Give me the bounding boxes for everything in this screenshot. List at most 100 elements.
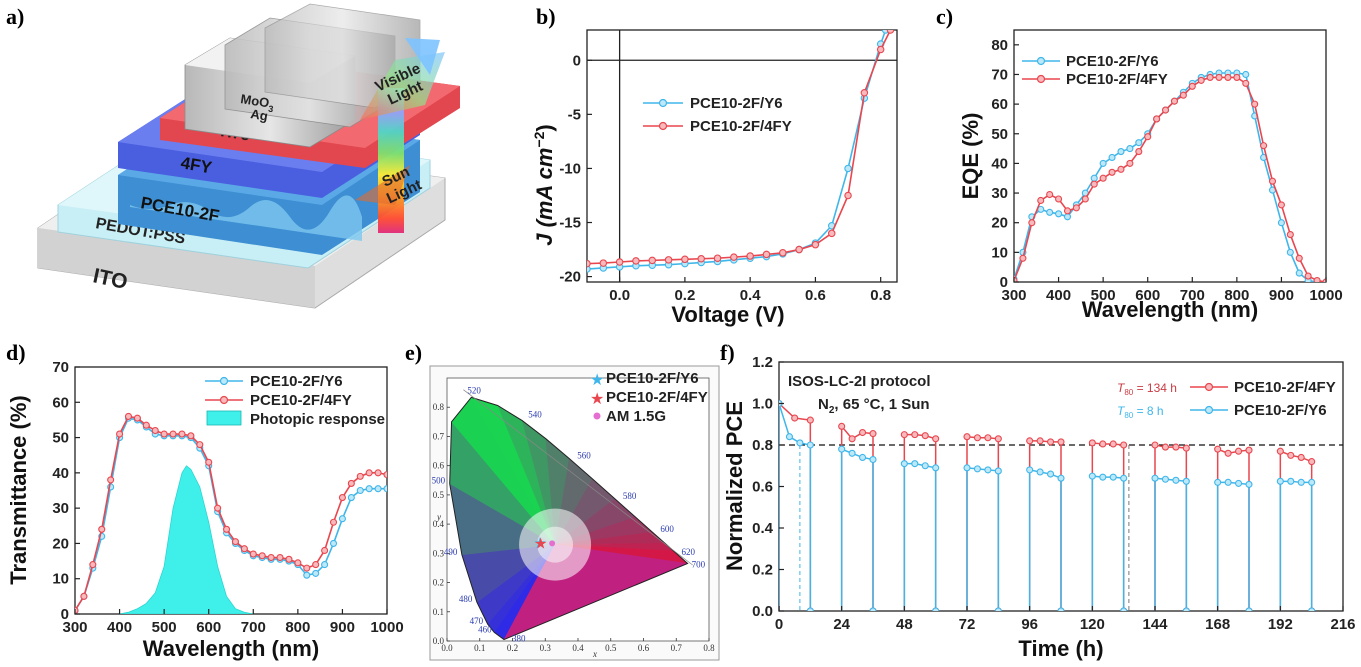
cycle-line-PCE10-2F/4FY [1028,440,1062,611]
wavelength-label: 700 [692,559,706,569]
data-point [587,265,591,273]
cycle-line-PCE10-2F/4FY [840,424,874,611]
data-point [329,518,338,526]
data-point [196,441,204,449]
x-tick-label: 0.5 [605,643,617,653]
data-point [697,254,705,263]
legend: PCE10-2F/Y6 PCE10-2F/4FY [1022,53,1168,88]
data-point [1287,451,1295,459]
data-point [932,435,940,443]
data-point [900,460,908,468]
y-axis-label: Transmittance (%) [6,395,31,585]
y-tick-label: 0.6 [433,461,445,471]
data-point [1090,174,1098,182]
cycle-line-PCE10-2F/Y6 [1154,477,1188,611]
y-tick-label: 0.0 [752,603,773,620]
data-point [1179,91,1187,99]
data-point [1245,446,1253,454]
series-line-PCE10-2F/4FY [75,415,387,611]
eqe-chart: c) 300 400 500 600 700 800 900 1000 0 10 20 30 40 50 6… [936,4,1343,322]
data-point [795,245,803,254]
y-tick-label: 70 [991,66,1008,83]
data-point [587,259,591,268]
data-point [681,255,689,264]
data-point [1277,219,1285,227]
data-point [1251,100,1259,108]
cycle-line-PCE10-2F/4FY [1091,442,1125,611]
data-point [1081,195,1089,203]
data-point [1126,159,1134,167]
data-point [973,434,981,442]
legend-label-4fy: PCE10-2F/4FY [690,118,792,135]
x-tick-label: 48 [896,616,913,633]
data-point [142,421,150,429]
legend-label-4fy: PCE10-2F/4FY [606,389,708,406]
y-tick-label: 60 [991,96,1008,113]
device-schematic: a) ITO PEDOT:PSS PCE10-2F 4FY [6,3,460,309]
y-tick-label: 20 [52,535,69,552]
data-point [779,249,787,257]
data-point [984,434,992,442]
conditions-annotation: N2, 65 °C, 1 Sun [818,396,930,416]
y-tick-label: 0.8 [752,437,773,454]
x-axis-label: x [592,649,597,659]
y-tick-label: 0.7 [433,431,445,441]
data-point [1063,207,1072,215]
y-tick-label: 40 [52,465,69,482]
data-point [1037,196,1045,205]
protocol-annotation: ISOS-LC-2I protocol [788,373,931,390]
data-point [860,88,869,97]
x-tick-label: 400 [107,619,132,636]
legend: ★ PCE10-2F/Y6 ★ PCE10-2F/4FY AM 1.5G [590,370,708,425]
x-tick-label: 0.3 [540,643,552,653]
data-point [240,545,248,553]
data-point [1099,174,1107,182]
data-point [1215,73,1223,81]
data-point [1295,254,1303,262]
data-point [1120,441,1128,449]
data-point [838,422,846,430]
data-point [1057,474,1065,482]
x-tick-label: 900 [330,619,355,636]
data-point [160,430,168,438]
data-point [1088,439,1096,447]
data-point [1057,438,1065,446]
data-point [1109,440,1117,448]
data-point [1161,443,1169,451]
wavelength-label: 490 [444,547,458,557]
data-point [1197,76,1205,84]
wavelength-label: 470 [470,616,484,626]
data-point [303,564,311,572]
data-point [1172,443,1180,451]
x-axis-label: Time (h) [1018,636,1103,661]
y-axis-label: y [436,512,441,522]
cycle-line-PCE10-2F/4FY [1154,444,1188,611]
data-point [356,472,364,480]
data-point [1120,474,1128,482]
data-point [932,464,940,472]
data-point [869,607,877,611]
data-point [844,191,852,200]
spectral-locus [449,396,689,641]
data-point [347,479,355,487]
y-tick-label: 0.8 [433,402,445,412]
panel-label-c: c) [936,4,953,29]
data-point [1063,213,1072,221]
x-tick-label: 300 [62,619,87,636]
x-tick-label: 0.4 [572,643,584,653]
data-point [811,240,820,249]
data-point [1224,478,1232,486]
x-tick-label: 0.2 [507,643,518,653]
sunlight-beam [355,38,445,233]
data-point [1120,607,1128,611]
cie-point-PCE10-2F/4FY: ★ [534,535,547,552]
data-point [205,458,213,466]
wavelength-label: 460 [478,624,492,634]
data-point [1135,148,1143,156]
y-tick-label: 10 [52,571,69,588]
y-tick-label: 40 [991,155,1008,172]
data-point [1036,468,1044,476]
data-point [133,414,141,422]
data-point [365,485,373,493]
data-point [1286,231,1294,239]
